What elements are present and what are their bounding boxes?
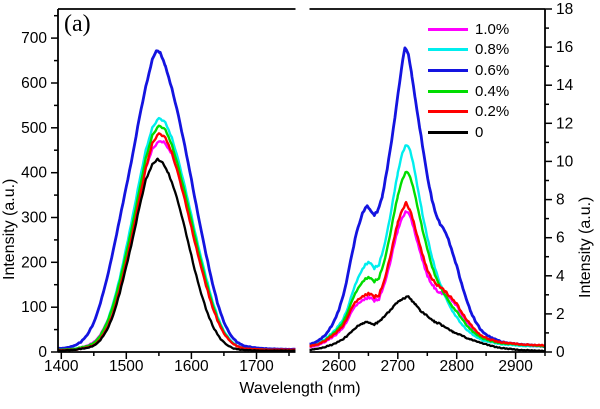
series-line-0 bbox=[58, 157, 296, 353]
ticks-right-panel bbox=[338, 8, 552, 359]
axes-left-panel bbox=[57, 8, 296, 353]
legend-item: 1.0% bbox=[428, 19, 509, 40]
legend-label: 0 bbox=[475, 123, 484, 141]
legend: 1.0% 0.8% 0.6% 0.4% 0.2% 0 bbox=[428, 19, 509, 143]
ticks-left-panel bbox=[51, 14, 290, 359]
y-tick-label: 0 bbox=[556, 344, 565, 361]
x-tick-label: 1500 bbox=[109, 358, 144, 375]
y-tick-label: 0 bbox=[38, 344, 47, 361]
y-tick-label: 100 bbox=[21, 299, 47, 316]
y-tick-label: 200 bbox=[21, 254, 47, 271]
legend-item: 0.4% bbox=[428, 81, 509, 102]
legend-swatch-line bbox=[428, 89, 468, 93]
y-tick-label: 18 bbox=[556, 1, 573, 18]
y-tick-label: 6 bbox=[556, 230, 565, 247]
x-tick-label: 1400 bbox=[44, 358, 79, 375]
x-tick-label: 2900 bbox=[498, 358, 533, 375]
y-tick-label: 700 bbox=[21, 30, 47, 47]
y-tick-label: 12 bbox=[556, 115, 573, 132]
x-tick-label: 2600 bbox=[322, 358, 357, 375]
y-tick-label: 500 bbox=[21, 120, 47, 137]
series-line-0-4pct bbox=[58, 124, 296, 352]
x-tick-label: 2800 bbox=[439, 358, 474, 375]
legend-item: 0.6% bbox=[428, 60, 509, 81]
y-tick-label: 300 bbox=[21, 210, 47, 227]
y-tick-label: 4 bbox=[556, 268, 565, 285]
series-line-0-2pct bbox=[58, 132, 296, 352]
series-line-0-6pct bbox=[58, 49, 296, 351]
legend-item: 0.8% bbox=[428, 40, 509, 61]
legend-item: 0 bbox=[428, 122, 509, 143]
legend-item: 0.2% bbox=[428, 101, 509, 122]
y-axis-label-left: Intensity (a.u.) bbox=[1, 178, 18, 280]
y-tick-label: 600 bbox=[21, 75, 47, 92]
y-tick-label: 2 bbox=[556, 306, 565, 323]
legend-label: 1.0% bbox=[475, 20, 510, 38]
legend-label: 0.4% bbox=[475, 82, 510, 100]
legend-swatch-line bbox=[428, 110, 468, 114]
y-tick-label: 10 bbox=[556, 153, 574, 170]
series-line-0-2pct bbox=[309, 201, 545, 348]
y-tick-label: 16 bbox=[556, 39, 573, 56]
x-tick-label: 2700 bbox=[381, 358, 416, 375]
legend-swatch-line bbox=[428, 48, 468, 52]
x-axis-label: Wavelength (nm) bbox=[239, 380, 361, 397]
y-tick-label: 8 bbox=[556, 192, 565, 209]
x-tick-label: 1600 bbox=[174, 358, 209, 375]
panel-label: (a) bbox=[64, 11, 91, 37]
y-axis-label-right: Intensity (a.u.) bbox=[577, 196, 594, 298]
x-tick-label: 1700 bbox=[239, 358, 274, 375]
legend-swatch-line bbox=[428, 130, 468, 134]
legend-swatch-line bbox=[428, 68, 468, 72]
y-tick-label: 14 bbox=[556, 77, 574, 94]
legend-label: 0.6% bbox=[475, 61, 510, 79]
y-tick-label: 400 bbox=[21, 165, 47, 182]
series-line-0 bbox=[309, 295, 545, 353]
legend-label: 0.2% bbox=[475, 103, 510, 121]
legend-label: 0.8% bbox=[475, 41, 510, 59]
series-line-0-8pct bbox=[58, 116, 296, 352]
legend-swatch-line bbox=[428, 27, 468, 31]
